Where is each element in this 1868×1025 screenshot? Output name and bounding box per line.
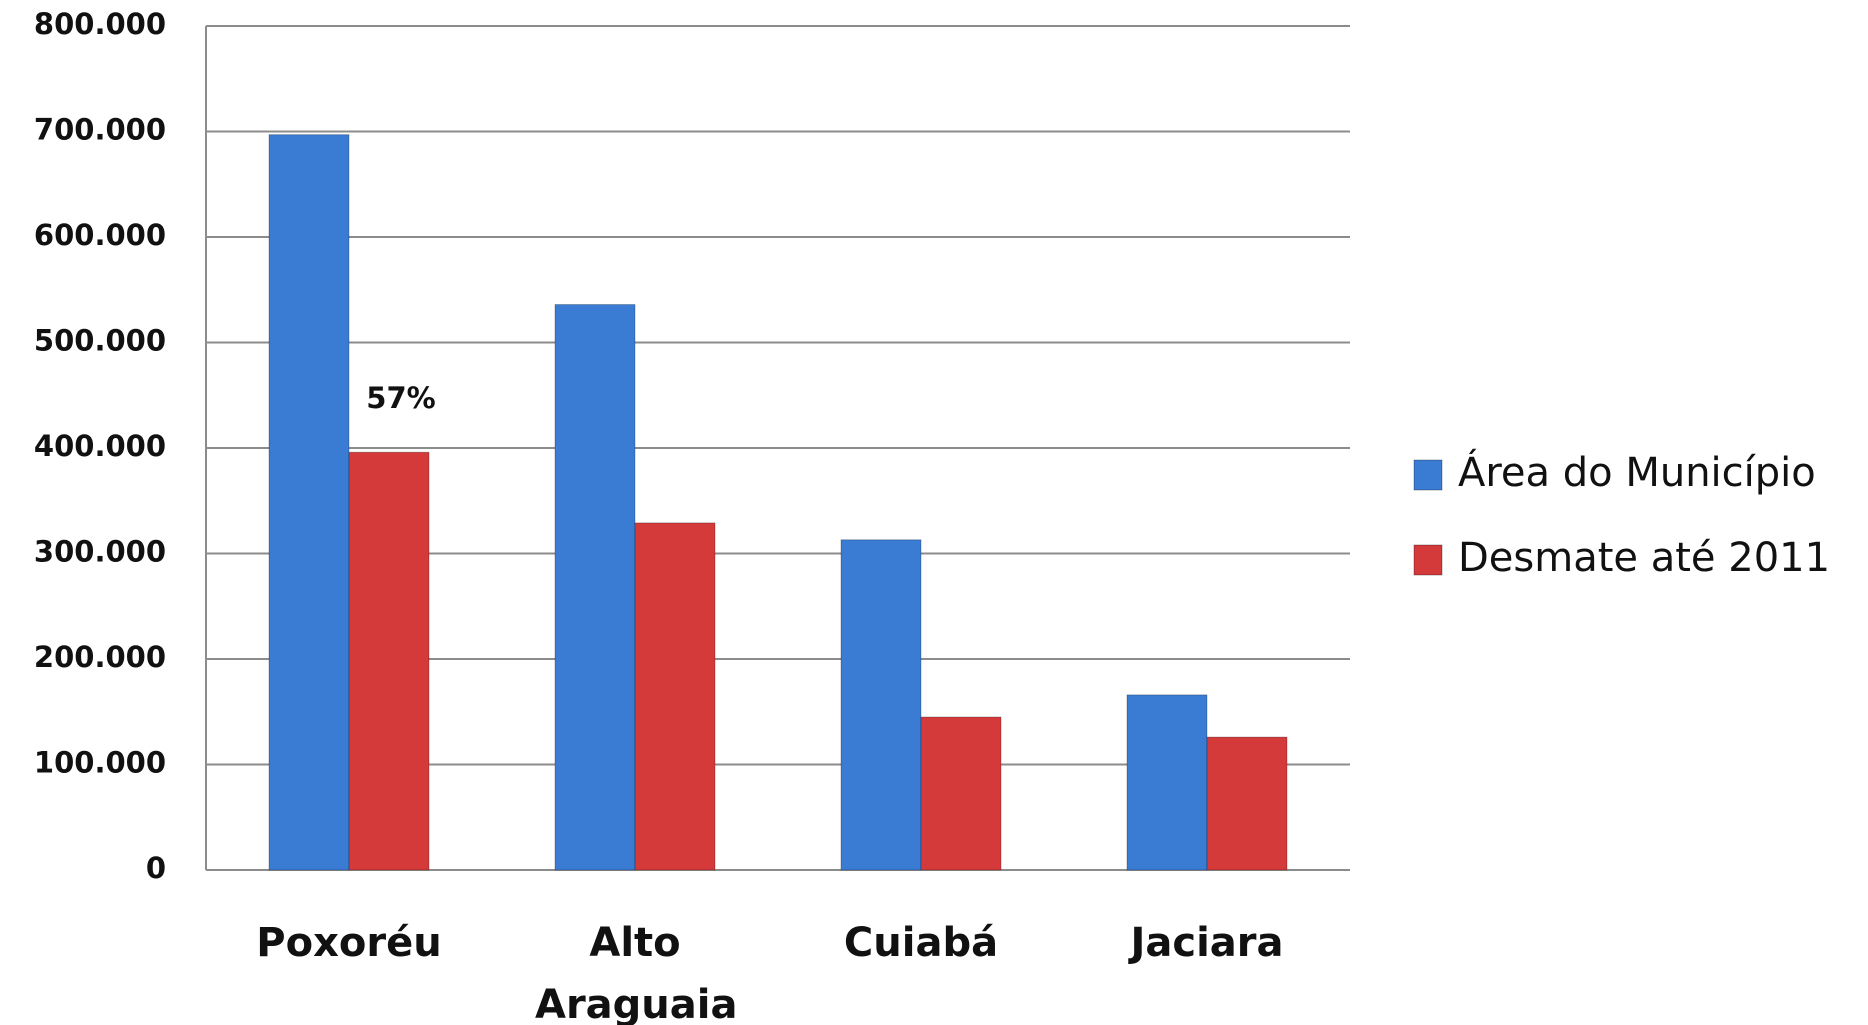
legend-swatch (1413, 544, 1443, 576)
x-tick-label: Alto Araguaia (535, 920, 738, 1025)
bar (920, 716, 1002, 871)
bar (268, 134, 350, 871)
y-tick-label: 800.000 (34, 7, 166, 41)
legend-swatch (1413, 459, 1443, 491)
y-tick-label: 500.000 (34, 324, 166, 358)
bar (634, 522, 716, 871)
bar (840, 539, 922, 871)
x-tick-label: Poxoréu (256, 920, 442, 966)
y-tick-label: 200.000 (34, 640, 166, 674)
y-tick-label: 700.000 (34, 113, 166, 147)
bar (1126, 694, 1208, 871)
bar (348, 451, 430, 871)
bar (1206, 736, 1288, 871)
x-tick-label: Cuiabá (843, 920, 999, 966)
annotation: 57% (366, 381, 435, 415)
y-tick-label: 600.000 (34, 218, 166, 252)
y-tick-label: 100.000 (34, 746, 166, 780)
x-tick-label: Jaciara (1130, 920, 1284, 966)
legend-label: Área do Município (1458, 448, 1816, 496)
y-tick-label: 0 (146, 851, 166, 885)
bar (554, 304, 636, 871)
y-tick-label: 400.000 (34, 429, 166, 463)
legend-label: Desmate até 2011 (1458, 535, 1830, 581)
y-tick-label: 300.000 (34, 535, 166, 569)
